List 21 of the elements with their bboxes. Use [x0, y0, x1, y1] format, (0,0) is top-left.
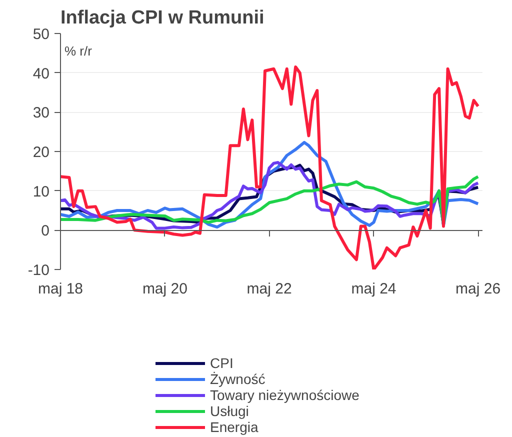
- y-axis-title: % r/r: [64, 44, 93, 58]
- chart-title: Inflacja CPI w Rumunii: [60, 8, 264, 28]
- x-tick-label: maj 22: [246, 280, 292, 298]
- y-tick-label: 30: [32, 104, 50, 122]
- legend-label: CPI: [210, 355, 234, 371]
- legend-label: Żywność: [210, 371, 266, 387]
- y-tick-label: 10: [32, 183, 50, 200]
- legend-label: Energia: [210, 419, 258, 435]
- x-tick-label: maj 18: [38, 280, 84, 298]
- line-series: [60, 65, 480, 270]
- legend-label: Usługi: [210, 403, 249, 419]
- y-tick-label: 50: [32, 26, 50, 43]
- y-tick-label: -10: [28, 262, 50, 279]
- legend-label: Towary nieżywnościowe: [210, 387, 360, 403]
- y-tick-label: 0: [41, 222, 50, 240]
- y-tick-label: 20: [32, 144, 50, 161]
- x-tick-label: maj 20: [142, 280, 188, 298]
- x-tick-label: maj 24: [351, 280, 396, 298]
- line-series: [60, 175, 480, 226]
- y-tick-label: 40: [32, 65, 50, 82]
- x-tick-label: maj 26: [456, 280, 501, 298]
